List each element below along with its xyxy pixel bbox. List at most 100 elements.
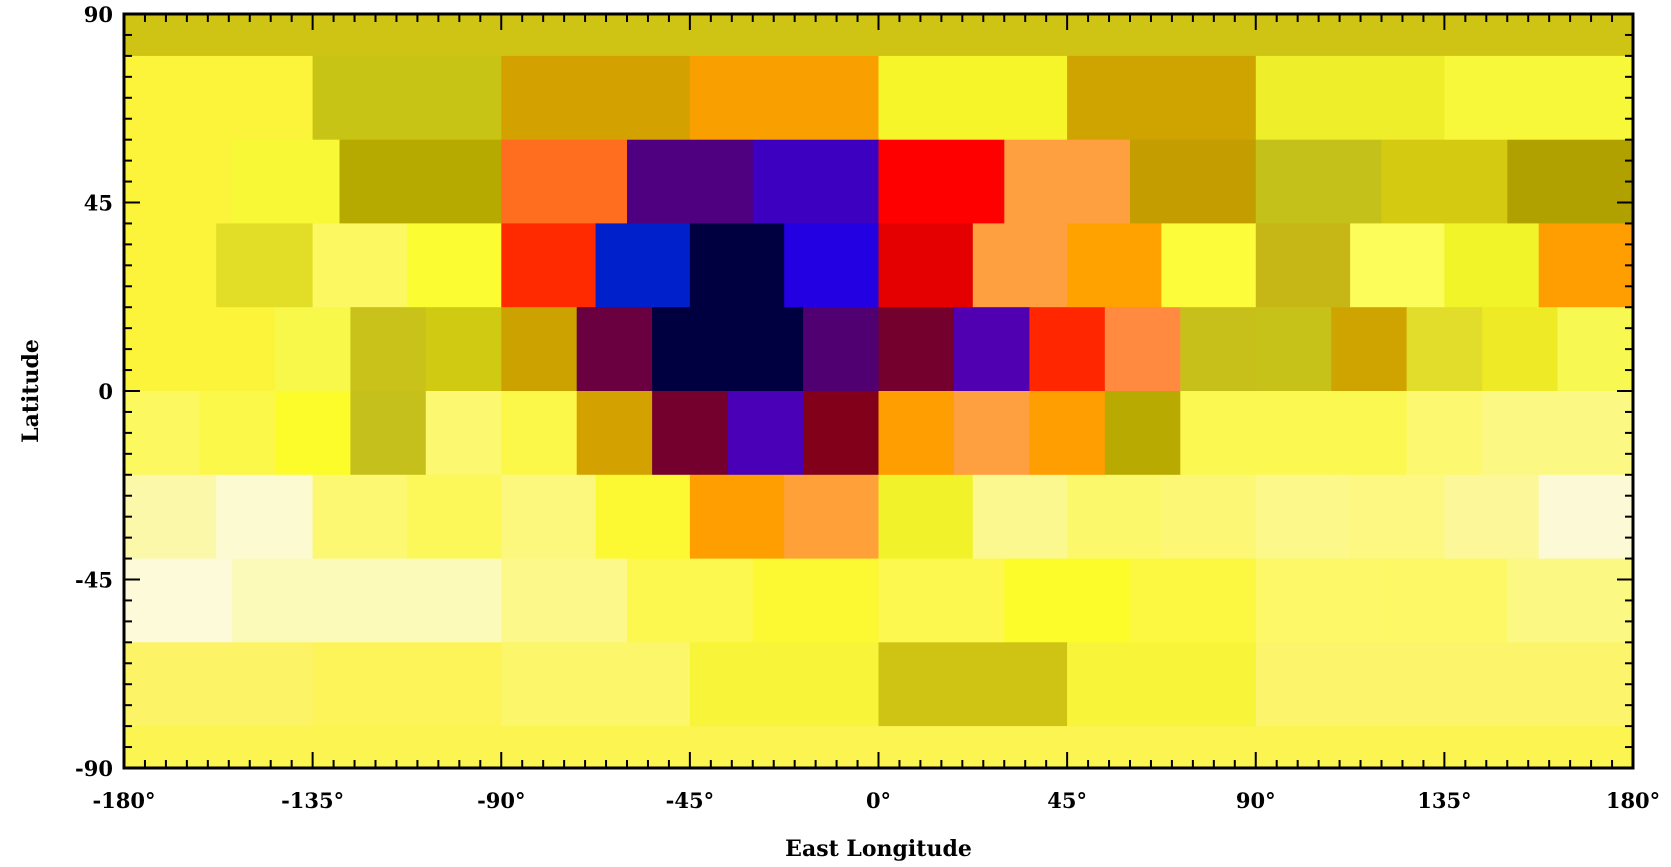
- heatmap-cell: [1004, 139, 1131, 225]
- heatmap-cell: [1255, 223, 1351, 308]
- heatmap-cell: [1255, 558, 1383, 643]
- heatmap-cell: [1255, 474, 1351, 560]
- heatmap-cell: [878, 139, 1005, 225]
- heatmap-cell: [1538, 223, 1634, 308]
- heatmap-cell: [312, 55, 502, 141]
- heatmap-cell: [1538, 474, 1634, 560]
- heatmap-cell: [784, 223, 880, 308]
- heatmap-cell: [752, 558, 880, 643]
- heatmap-cell: [199, 307, 276, 392]
- heatmap-cell: [406, 474, 502, 560]
- heatmap-cell: [878, 223, 974, 308]
- heatmap-cell: [1130, 139, 1257, 225]
- x-tick-label: 180°: [1606, 788, 1660, 813]
- heatmap-cell: [1381, 139, 1508, 225]
- heatmap-cell: [501, 558, 628, 643]
- heatmap-cell: [595, 223, 691, 308]
- heatmap-cell: [124, 642, 314, 727]
- heatmap-cell: [803, 391, 880, 476]
- heatmap-cell: [124, 307, 200, 392]
- heatmap-cell: [1130, 558, 1257, 643]
- heatmap-cell: [878, 642, 1068, 727]
- heatmap-cell: [124, 223, 217, 308]
- heatmap-cell: [878, 55, 1068, 141]
- heatmap-cell: [1004, 558, 1131, 643]
- y-tick-label: 45: [84, 191, 113, 216]
- heatmap-cell: [627, 558, 754, 643]
- heatmap-cell: [312, 474, 408, 560]
- heatmap-cell: [878, 307, 955, 392]
- heatmap-cell: [1406, 391, 1483, 476]
- heatmap-cell: [199, 391, 276, 476]
- heatmap-cell: [274, 307, 351, 392]
- x-tick-label: -45°: [666, 788, 714, 813]
- heatmap-cell: [1507, 139, 1634, 225]
- heatmap-cell: [1482, 391, 1559, 476]
- heatmap-cell: [1557, 391, 1634, 476]
- heatmap-cell: [727, 391, 804, 476]
- y-tick-labels: 90 45 0 -45 -90: [75, 2, 113, 781]
- heatmap-cell: [1255, 139, 1383, 225]
- x-axis-label: East Longitude: [785, 836, 972, 862]
- x-tick-label: 90°: [1236, 788, 1276, 813]
- heatmap-cell: [124, 55, 314, 141]
- heatmap-cell: [1255, 642, 1445, 727]
- heatmap-cell: [752, 139, 880, 225]
- heatmap-cell: [1104, 307, 1181, 392]
- heatmap-cell: [231, 139, 340, 225]
- heatmap-cell: [350, 307, 427, 392]
- heatmap-cell: [1557, 307, 1634, 392]
- x-tick-label: 135°: [1417, 788, 1471, 813]
- heatmap-cell: [124, 139, 233, 225]
- heatmap-cell: [350, 391, 427, 476]
- heatmap-cell: [1331, 307, 1408, 392]
- heatmap-cell: [501, 139, 628, 225]
- heatmap-cell: [1161, 474, 1257, 560]
- heatmap-cell: [1331, 391, 1408, 476]
- heatmap-cell: [124, 474, 217, 560]
- heatmap-cell: [274, 391, 351, 476]
- heatmap-cell: [803, 307, 880, 392]
- heatmap-cell: [1067, 642, 1257, 727]
- heatmap-cell: [689, 223, 785, 308]
- heatmap-cell: [1067, 223, 1162, 308]
- y-tick-label: -90: [75, 756, 113, 781]
- heatmap-cell: [1381, 558, 1508, 643]
- heatmap-cell: [1444, 223, 1540, 308]
- heatmap-cell: [878, 474, 974, 560]
- axis-ticks: [123, 13, 1634, 769]
- heatmap-cells: [124, 14, 1634, 769]
- heatmap-cell: [1350, 223, 1445, 308]
- heatmap-cell: [1444, 474, 1540, 560]
- heatmap-cell: [689, 55, 880, 141]
- heatmap-cell: [1067, 474, 1162, 560]
- heatmap-cell: [1482, 307, 1559, 392]
- heatmap-cell: [501, 474, 597, 560]
- heatmap-cell: [231, 558, 340, 643]
- heatmap-cell: [312, 642, 502, 727]
- x-tick-label: -180°: [92, 788, 155, 813]
- heatmap-cell: [216, 474, 314, 560]
- y-tick-label: -45: [75, 568, 113, 593]
- heatmap-cell: [1255, 55, 1445, 141]
- heatmap-cell: [124, 391, 200, 476]
- heatmap-cell: [727, 307, 804, 392]
- heatmap-cell: [972, 474, 1068, 560]
- x-tick-label: -135°: [281, 788, 344, 813]
- heatmap-cell: [689, 474, 785, 560]
- heatmap-cell: [1180, 307, 1257, 392]
- x-tick-labels: -180° -135° -90° -45° 0° 45° 90° 135° 180°: [92, 788, 1660, 813]
- x-tick-label: 0°: [866, 788, 891, 813]
- heatmap-cell: [425, 307, 502, 392]
- y-tick-label: 0: [98, 379, 113, 404]
- heatmap-cell: [1067, 55, 1257, 141]
- heatmap-cell: [972, 223, 1068, 308]
- heatmap-cell: [216, 223, 314, 308]
- heatmap-cell: [1255, 391, 1332, 476]
- heatmap-cell: [1029, 307, 1106, 392]
- heatmap-cell: [425, 391, 502, 476]
- heatmap-cell: [312, 223, 408, 308]
- heatmap-cell: [124, 558, 233, 643]
- heatmap-cell: [339, 558, 502, 643]
